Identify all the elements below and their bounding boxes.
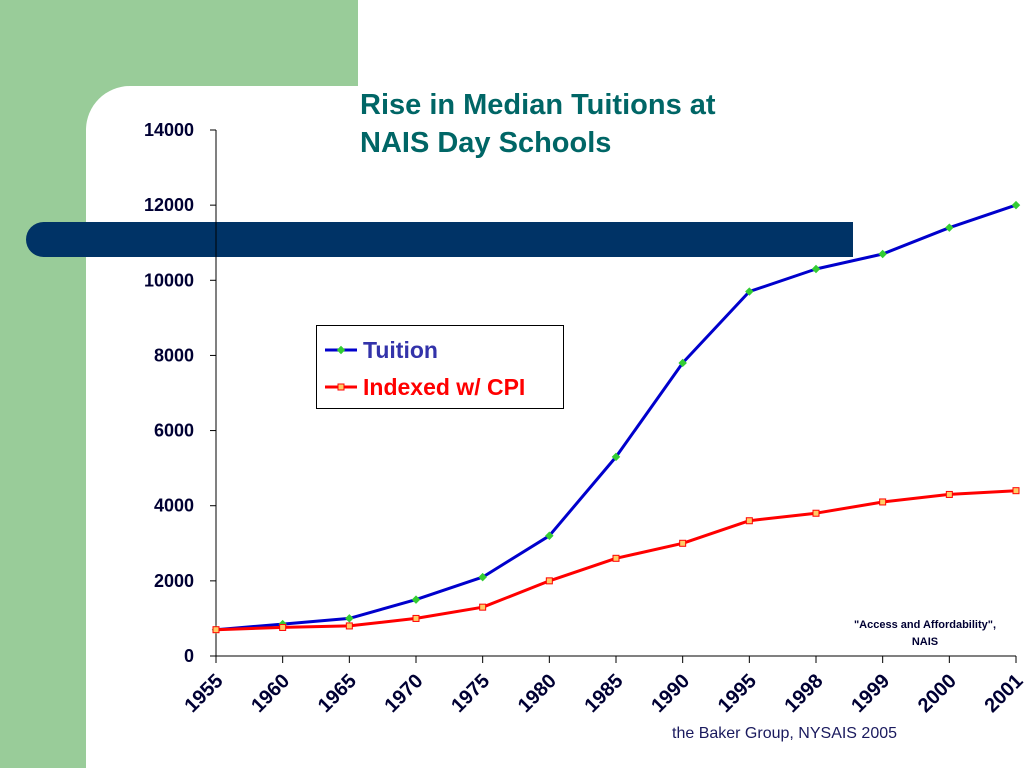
x-tick-label: 1990 bbox=[647, 670, 694, 717]
data-point-indexed-w-cpi bbox=[812, 509, 820, 517]
decorative-navy-bar bbox=[26, 222, 853, 257]
y-tick-label: 12000 bbox=[144, 195, 194, 215]
data-point-tuition bbox=[678, 358, 687, 368]
x-tick-label: 1998 bbox=[781, 670, 828, 717]
data-point-tuition bbox=[745, 287, 754, 296]
x-tick-label: 1975 bbox=[447, 670, 494, 717]
x-tick-label: 1980 bbox=[514, 670, 561, 717]
series-line-tuition bbox=[215, 203, 1017, 632]
data-point-indexed-w-cpi bbox=[479, 603, 487, 611]
data-point-tuition bbox=[878, 249, 887, 259]
x-tick-label: 1955 bbox=[181, 670, 228, 717]
x-tick-label: 1985 bbox=[581, 670, 628, 717]
legend-swatch-tuition bbox=[325, 345, 357, 355]
x-tick-label: 2000 bbox=[914, 670, 961, 717]
legend-item-tuition: Tuition bbox=[325, 335, 438, 365]
legend-item-indexed-cpi: Indexed w/ CPI bbox=[325, 372, 525, 402]
source-annotation: "Access and Affordability", NAIS bbox=[853, 619, 997, 648]
data-point-indexed-w-cpi bbox=[745, 517, 753, 525]
data-point-indexed-w-cpi bbox=[679, 539, 687, 547]
footer-credit: the Baker Group, NYSAIS 2005 bbox=[672, 725, 898, 742]
chart-legend: Tuition Indexed w/ CPI bbox=[316, 325, 564, 409]
data-point-tuition bbox=[811, 264, 821, 274]
data-point-indexed-w-cpi bbox=[879, 498, 887, 506]
chart-title: Rise in Median Tuitions at NAIS Day Scho… bbox=[360, 89, 716, 159]
legend-label-tuition: Tuition bbox=[363, 336, 438, 363]
data-point-tuition bbox=[1011, 200, 1021, 210]
data-point-tuition bbox=[545, 531, 554, 541]
y-tick-label: 2000 bbox=[154, 571, 194, 591]
x-tick-label: 1965 bbox=[314, 670, 361, 717]
y-tick-label: 0 bbox=[184, 646, 194, 666]
data-point-tuition bbox=[611, 452, 621, 462]
legend-swatch-indexed-cpi bbox=[325, 383, 357, 391]
data-point-indexed-w-cpi bbox=[412, 614, 420, 622]
data-point-indexed-w-cpi bbox=[1012, 487, 1020, 495]
x-tick-label: 1970 bbox=[381, 670, 428, 717]
data-point-tuition bbox=[478, 572, 487, 582]
data-point-tuition bbox=[345, 614, 354, 623]
y-tick-label: 10000 bbox=[144, 270, 194, 290]
y-tick-label: 14000 bbox=[144, 120, 194, 140]
x-tick-label: 1995 bbox=[714, 670, 761, 717]
data-point-tuition bbox=[945, 223, 954, 232]
data-point-indexed-w-cpi bbox=[545, 577, 553, 585]
data-point-indexed-w-cpi bbox=[945, 490, 953, 498]
data-point-indexed-w-cpi bbox=[345, 622, 353, 630]
data-point-indexed-w-cpi bbox=[612, 554, 620, 562]
y-tick-label: 8000 bbox=[154, 345, 194, 365]
data-point-indexed-w-cpi bbox=[212, 626, 220, 634]
y-tick-label: 6000 bbox=[154, 421, 194, 441]
x-tick-label: 2001 bbox=[981, 670, 1024, 717]
y-tick-label: 4000 bbox=[154, 496, 194, 516]
data-point-indexed-w-cpi bbox=[279, 623, 287, 631]
chart-series bbox=[211, 200, 1021, 634]
x-tick-label: 1960 bbox=[247, 670, 294, 717]
chart-axes bbox=[210, 129, 1017, 663]
slide-content-card bbox=[86, 86, 1024, 768]
legend-label-indexed-cpi: Indexed w/ CPI bbox=[363, 373, 526, 400]
data-point-tuition bbox=[411, 595, 421, 604]
x-tick-label: 1999 bbox=[847, 670, 894, 717]
